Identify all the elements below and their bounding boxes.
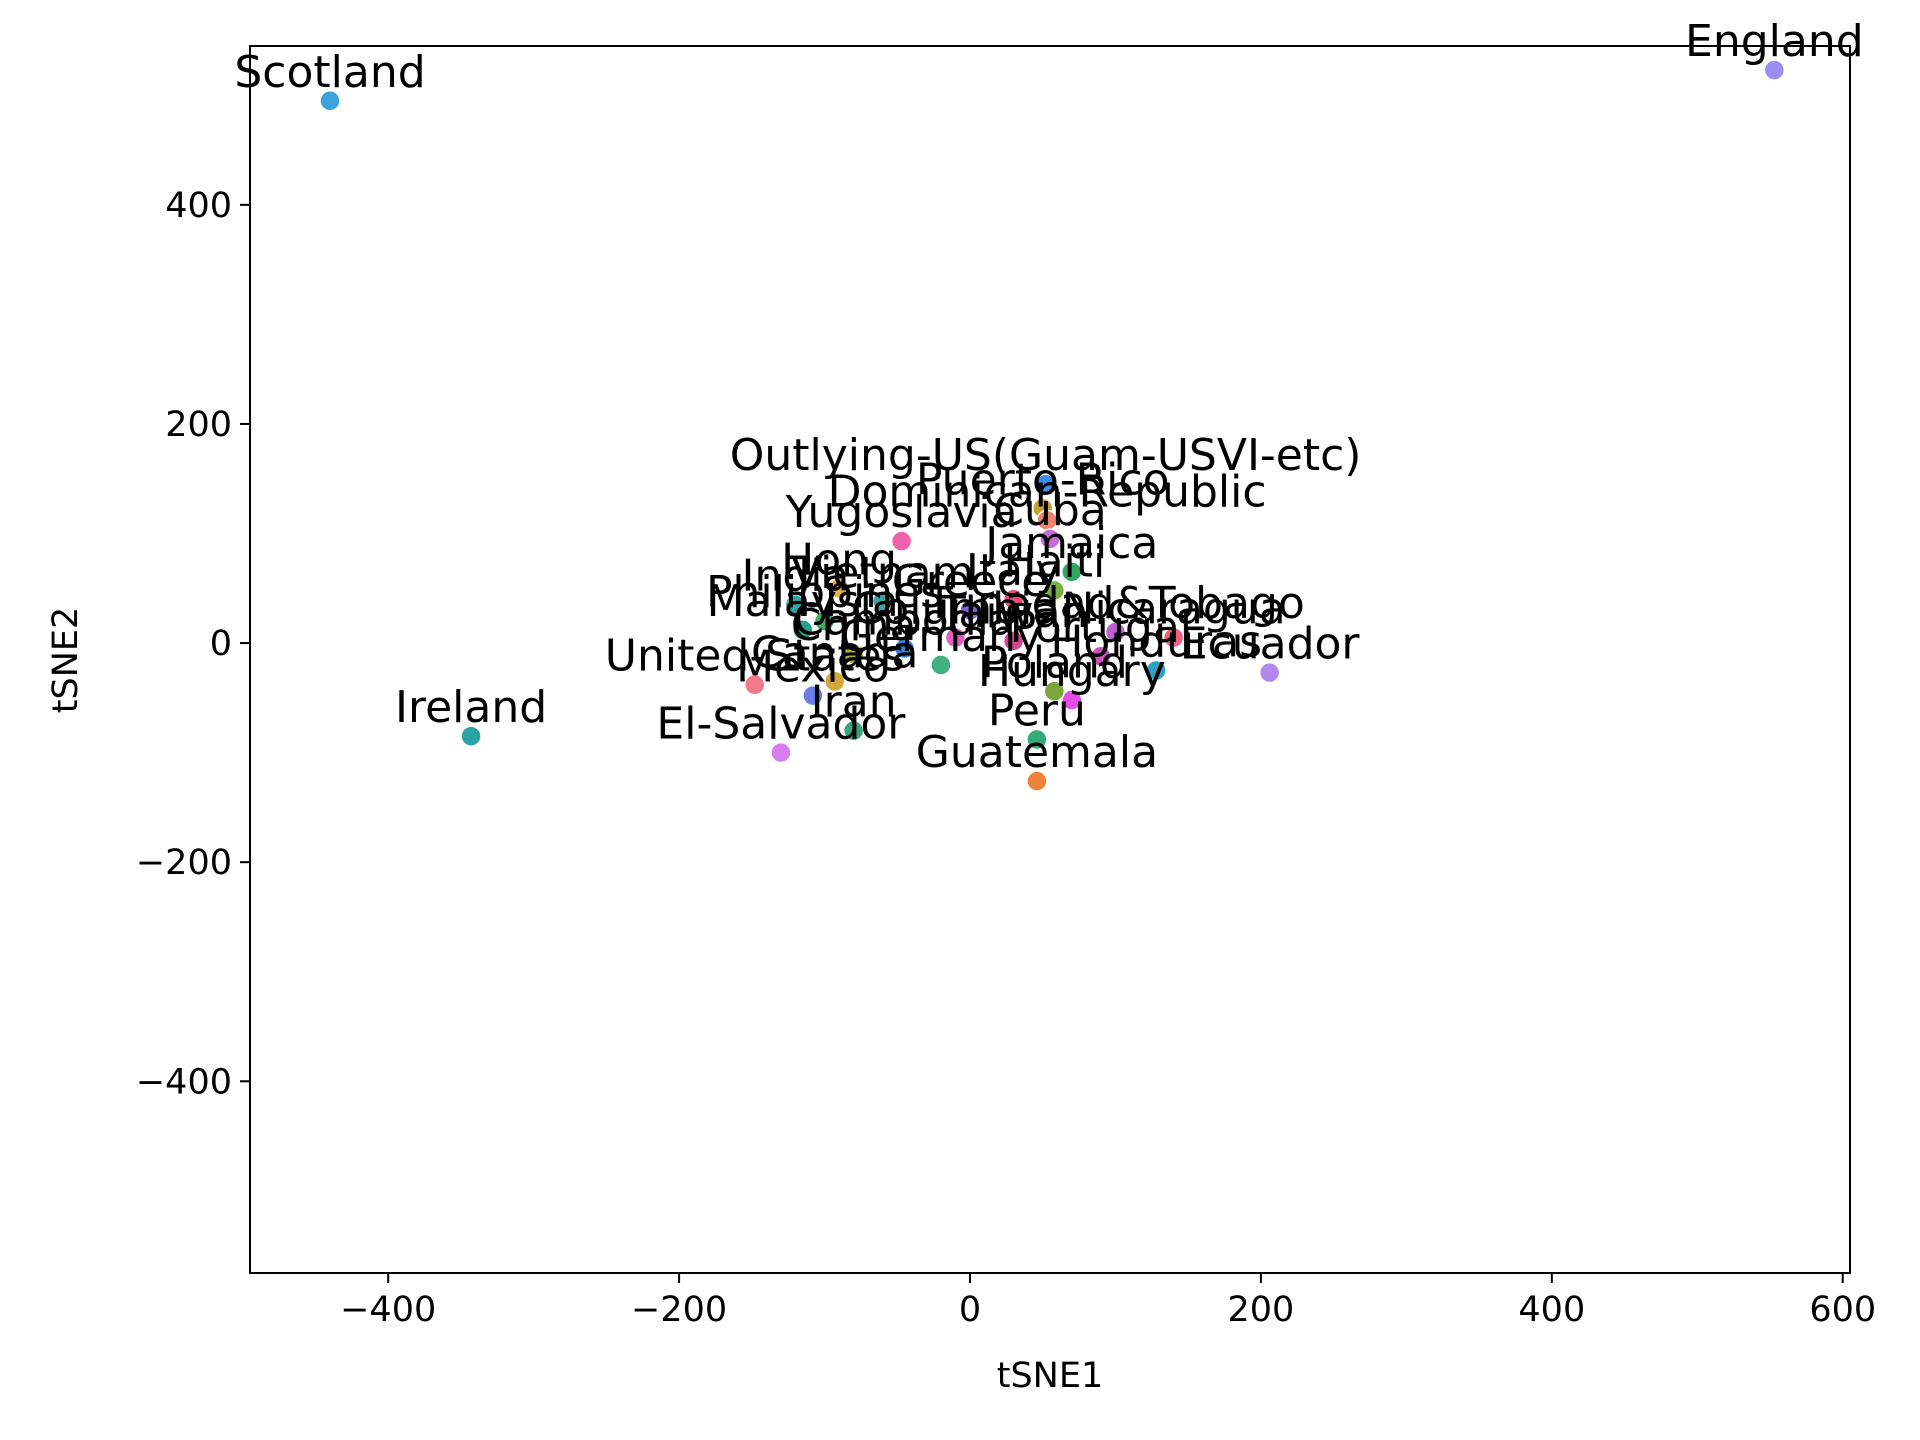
point-label-honduras: Honduras	[1050, 616, 1262, 667]
plot-background	[250, 46, 1850, 1273]
point-malaysia	[791, 619, 814, 641]
point-label-taiwan: Taiwan	[938, 587, 1089, 638]
point-label-india: India	[741, 551, 849, 602]
point-outlying-us-guam-usvi-etc	[1034, 473, 1057, 495]
point-label-italy: Italy	[966, 545, 1061, 596]
point-vietnam	[871, 590, 894, 613]
x-tick-label: −400	[340, 1290, 436, 1330]
point-ireland	[460, 725, 482, 747]
point-england	[1763, 59, 1786, 81]
point-label-cambodia: Cambodia	[793, 595, 1016, 646]
point-label-mexico: Mexico	[736, 642, 890, 693]
point-cambodia	[893, 637, 916, 660]
plot-frame	[249, 45, 1851, 1274]
point-jamaica	[1061, 561, 1083, 583]
point-label-poland: Poland	[981, 637, 1128, 688]
point-label-philippines: Philippines	[706, 567, 943, 618]
x-tick-label: 200	[1228, 1290, 1295, 1330]
point-label-cuba: Cuba	[993, 485, 1107, 536]
point-label-scotland: Scotland	[234, 47, 425, 98]
point-label-canada: Canada	[751, 627, 918, 678]
point-greece	[959, 599, 981, 621]
point-poland	[1043, 680, 1066, 703]
point-label-vietnam: Vietnam	[791, 547, 974, 598]
point-germany	[930, 654, 952, 676]
point-trinadad-tobago	[1104, 621, 1127, 643]
point-label-malaysia: Malaysia	[707, 576, 899, 627]
y-tick-label: 200	[165, 405, 232, 445]
y-tick-label: 400	[165, 186, 232, 226]
point-italy	[1002, 588, 1025, 610]
point-haiti	[1043, 579, 1066, 602]
point-peru	[1026, 728, 1048, 751]
x-tick-label: 400	[1518, 1290, 1585, 1330]
point-label-hungary: Hungary	[978, 646, 1166, 697]
point-label-united-states: United-States	[605, 631, 905, 682]
point-mexico	[802, 684, 824, 707]
point-el-salvador	[770, 741, 792, 764]
point-label-haiti: Haiti	[1003, 536, 1105, 587]
point-label-china: China	[791, 600, 917, 651]
point-yugoslavia	[890, 530, 913, 552]
point-china	[842, 643, 865, 665]
y-tick-label: −200	[136, 843, 232, 883]
point-scotland	[319, 90, 341, 112]
point-label-hong: Hong	[781, 534, 897, 585]
point-label-el-salvador: El-Salvador	[656, 699, 906, 750]
x-axis-label: tSNE1	[997, 1356, 1104, 1396]
point-hong	[828, 577, 850, 600]
point-label-germany: Germany	[840, 611, 1042, 662]
y-axis-label: tSNE2	[46, 607, 86, 714]
point-label-yugoslavia: Yugoslavia	[785, 487, 1018, 538]
point-label-dominican-republic: Dominican-Republic	[828, 466, 1267, 517]
point-ecuador	[1258, 661, 1281, 684]
point-united-states	[743, 673, 766, 696]
point-label-puerto-rico: Puerto-Rico	[916, 454, 1170, 505]
point-portugal	[1090, 645, 1112, 667]
point-label-greece: Greece	[892, 556, 1049, 607]
point-label-outlying-us-guam-usvi-etc: Outlying-US(Guam-USVI-etc)	[730, 430, 1362, 481]
point-guatemala	[1026, 770, 1048, 792]
point-taiwan	[1002, 630, 1025, 652]
point-columbia	[944, 626, 967, 649]
y-tick-label: −400	[136, 1062, 232, 1102]
point-honduras	[1145, 659, 1167, 682]
point-label-guatemala: Guatemala	[916, 727, 1158, 778]
point-philippines	[813, 610, 836, 632]
point-label-portugal: Portugal	[1010, 602, 1192, 653]
point-cuba	[1039, 528, 1061, 550]
point-india	[784, 593, 807, 616]
point-label-jamaica: Jamaica	[982, 518, 1158, 569]
x-tick-label: 600	[1809, 1290, 1876, 1330]
point-label-ireland: Ireland	[395, 682, 547, 733]
points-layer	[319, 59, 1786, 792]
point-label-ecuador: Ecuador	[1180, 619, 1361, 670]
point-canada	[823, 670, 846, 693]
point-label-peru: Peru	[988, 685, 1086, 736]
x-tick-label: 0	[959, 1290, 981, 1330]
point-label-nicaragua: Nicaragua	[1062, 584, 1286, 635]
point-label-trinadad-tobago: Trinadad&Tobago	[925, 578, 1305, 629]
point-labels-layer: Scotland England Ireland El-SalvadorGuatema…	[234, 16, 1863, 778]
point-hungary	[1061, 689, 1083, 711]
point-nicaragua	[1162, 626, 1185, 649]
point-label-iran: Iran	[811, 677, 897, 728]
point-label-england: England	[1685, 16, 1864, 67]
x-tick-label: −200	[631, 1290, 727, 1330]
y-axis-ticks: −400 −200 0 200 400	[136, 186, 250, 1102]
point-iran	[842, 719, 865, 742]
point-label-columbia: Columbia	[852, 584, 1060, 635]
y-tick-label: 0	[210, 624, 232, 664]
x-axis-ticks: −400 −200 0 200 400 600	[340, 1273, 1876, 1330]
